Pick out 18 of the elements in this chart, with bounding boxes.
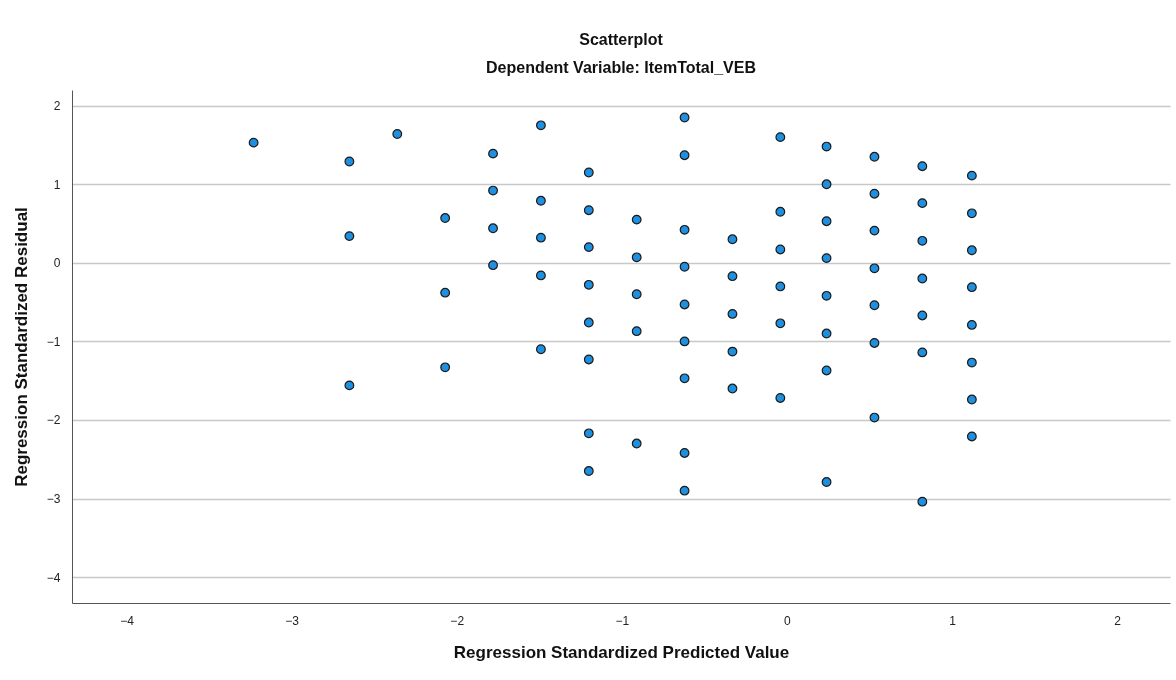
x-tick-label: −3 bbox=[285, 613, 300, 628]
x-tick-label: 0 bbox=[784, 613, 792, 628]
y-tick-label: −1 bbox=[46, 334, 61, 349]
y-tick-label: −2 bbox=[46, 413, 61, 428]
x-tick-label: 1 bbox=[949, 613, 957, 628]
x-tick-label: −4 bbox=[120, 613, 135, 628]
y-tick-label: −4 bbox=[46, 570, 61, 585]
chart-subtitle: Dependent Variable: ItemTotal_VEB bbox=[486, 59, 756, 76]
x-axis-title: Regression Standardized Predicted Value bbox=[453, 642, 790, 662]
y-tick-label: −3 bbox=[46, 492, 61, 507]
x-tick-label: −1 bbox=[615, 613, 630, 628]
y-tick-label: 2 bbox=[53, 99, 61, 114]
y-tick-label: 1 bbox=[53, 177, 61, 192]
chart-title: Scatterplot bbox=[579, 31, 664, 48]
y-tick-label: 0 bbox=[53, 256, 61, 271]
x-tick-label: 2 bbox=[1114, 613, 1122, 628]
y-axis-title: Regression Standardized Residual bbox=[11, 207, 31, 487]
x-tick-label: −2 bbox=[450, 613, 465, 628]
